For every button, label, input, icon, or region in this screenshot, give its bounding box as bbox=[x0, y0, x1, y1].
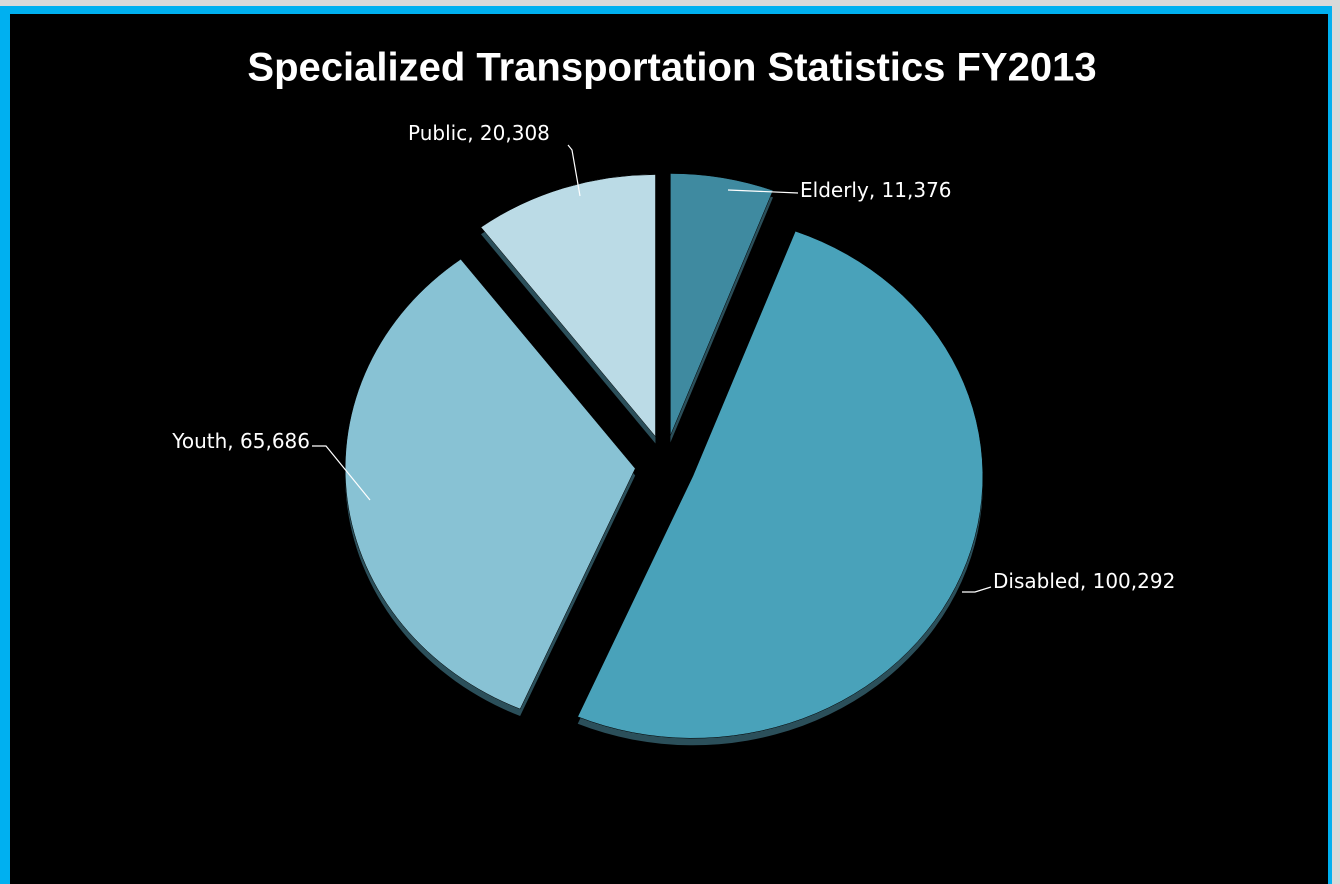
label-separator: , bbox=[869, 178, 882, 202]
slice bbox=[480, 174, 656, 438]
label-value: 20,308 bbox=[480, 121, 550, 145]
data-label: Disabled, 100,292 bbox=[993, 569, 1175, 593]
leader-line bbox=[567, 144, 581, 197]
data-label: Elderly, 11,376 bbox=[800, 178, 952, 202]
leader-line bbox=[312, 445, 371, 501]
label-separator: , bbox=[227, 429, 240, 453]
leader-line bbox=[727, 189, 799, 194]
label-value: 65,686 bbox=[240, 429, 310, 453]
label-value: 100,292 bbox=[1093, 569, 1176, 593]
label-separator: , bbox=[467, 121, 480, 145]
data-label: Youth, 65,686 bbox=[171, 429, 310, 453]
label-category: Elderly bbox=[800, 178, 869, 202]
data-label: Public, 20,308 bbox=[408, 121, 550, 145]
label-category: Youth bbox=[171, 429, 227, 453]
slice bbox=[670, 173, 774, 436]
label-category: Public bbox=[408, 121, 467, 145]
chart-title: Specialized Transportation Statistics FY… bbox=[247, 46, 1096, 90]
slice bbox=[577, 230, 984, 739]
label-category: Disabled bbox=[993, 569, 1080, 593]
label-separator: , bbox=[1080, 569, 1093, 593]
leader-line bbox=[962, 586, 992, 593]
label-value: 11,376 bbox=[882, 178, 952, 202]
slice bbox=[344, 258, 636, 710]
